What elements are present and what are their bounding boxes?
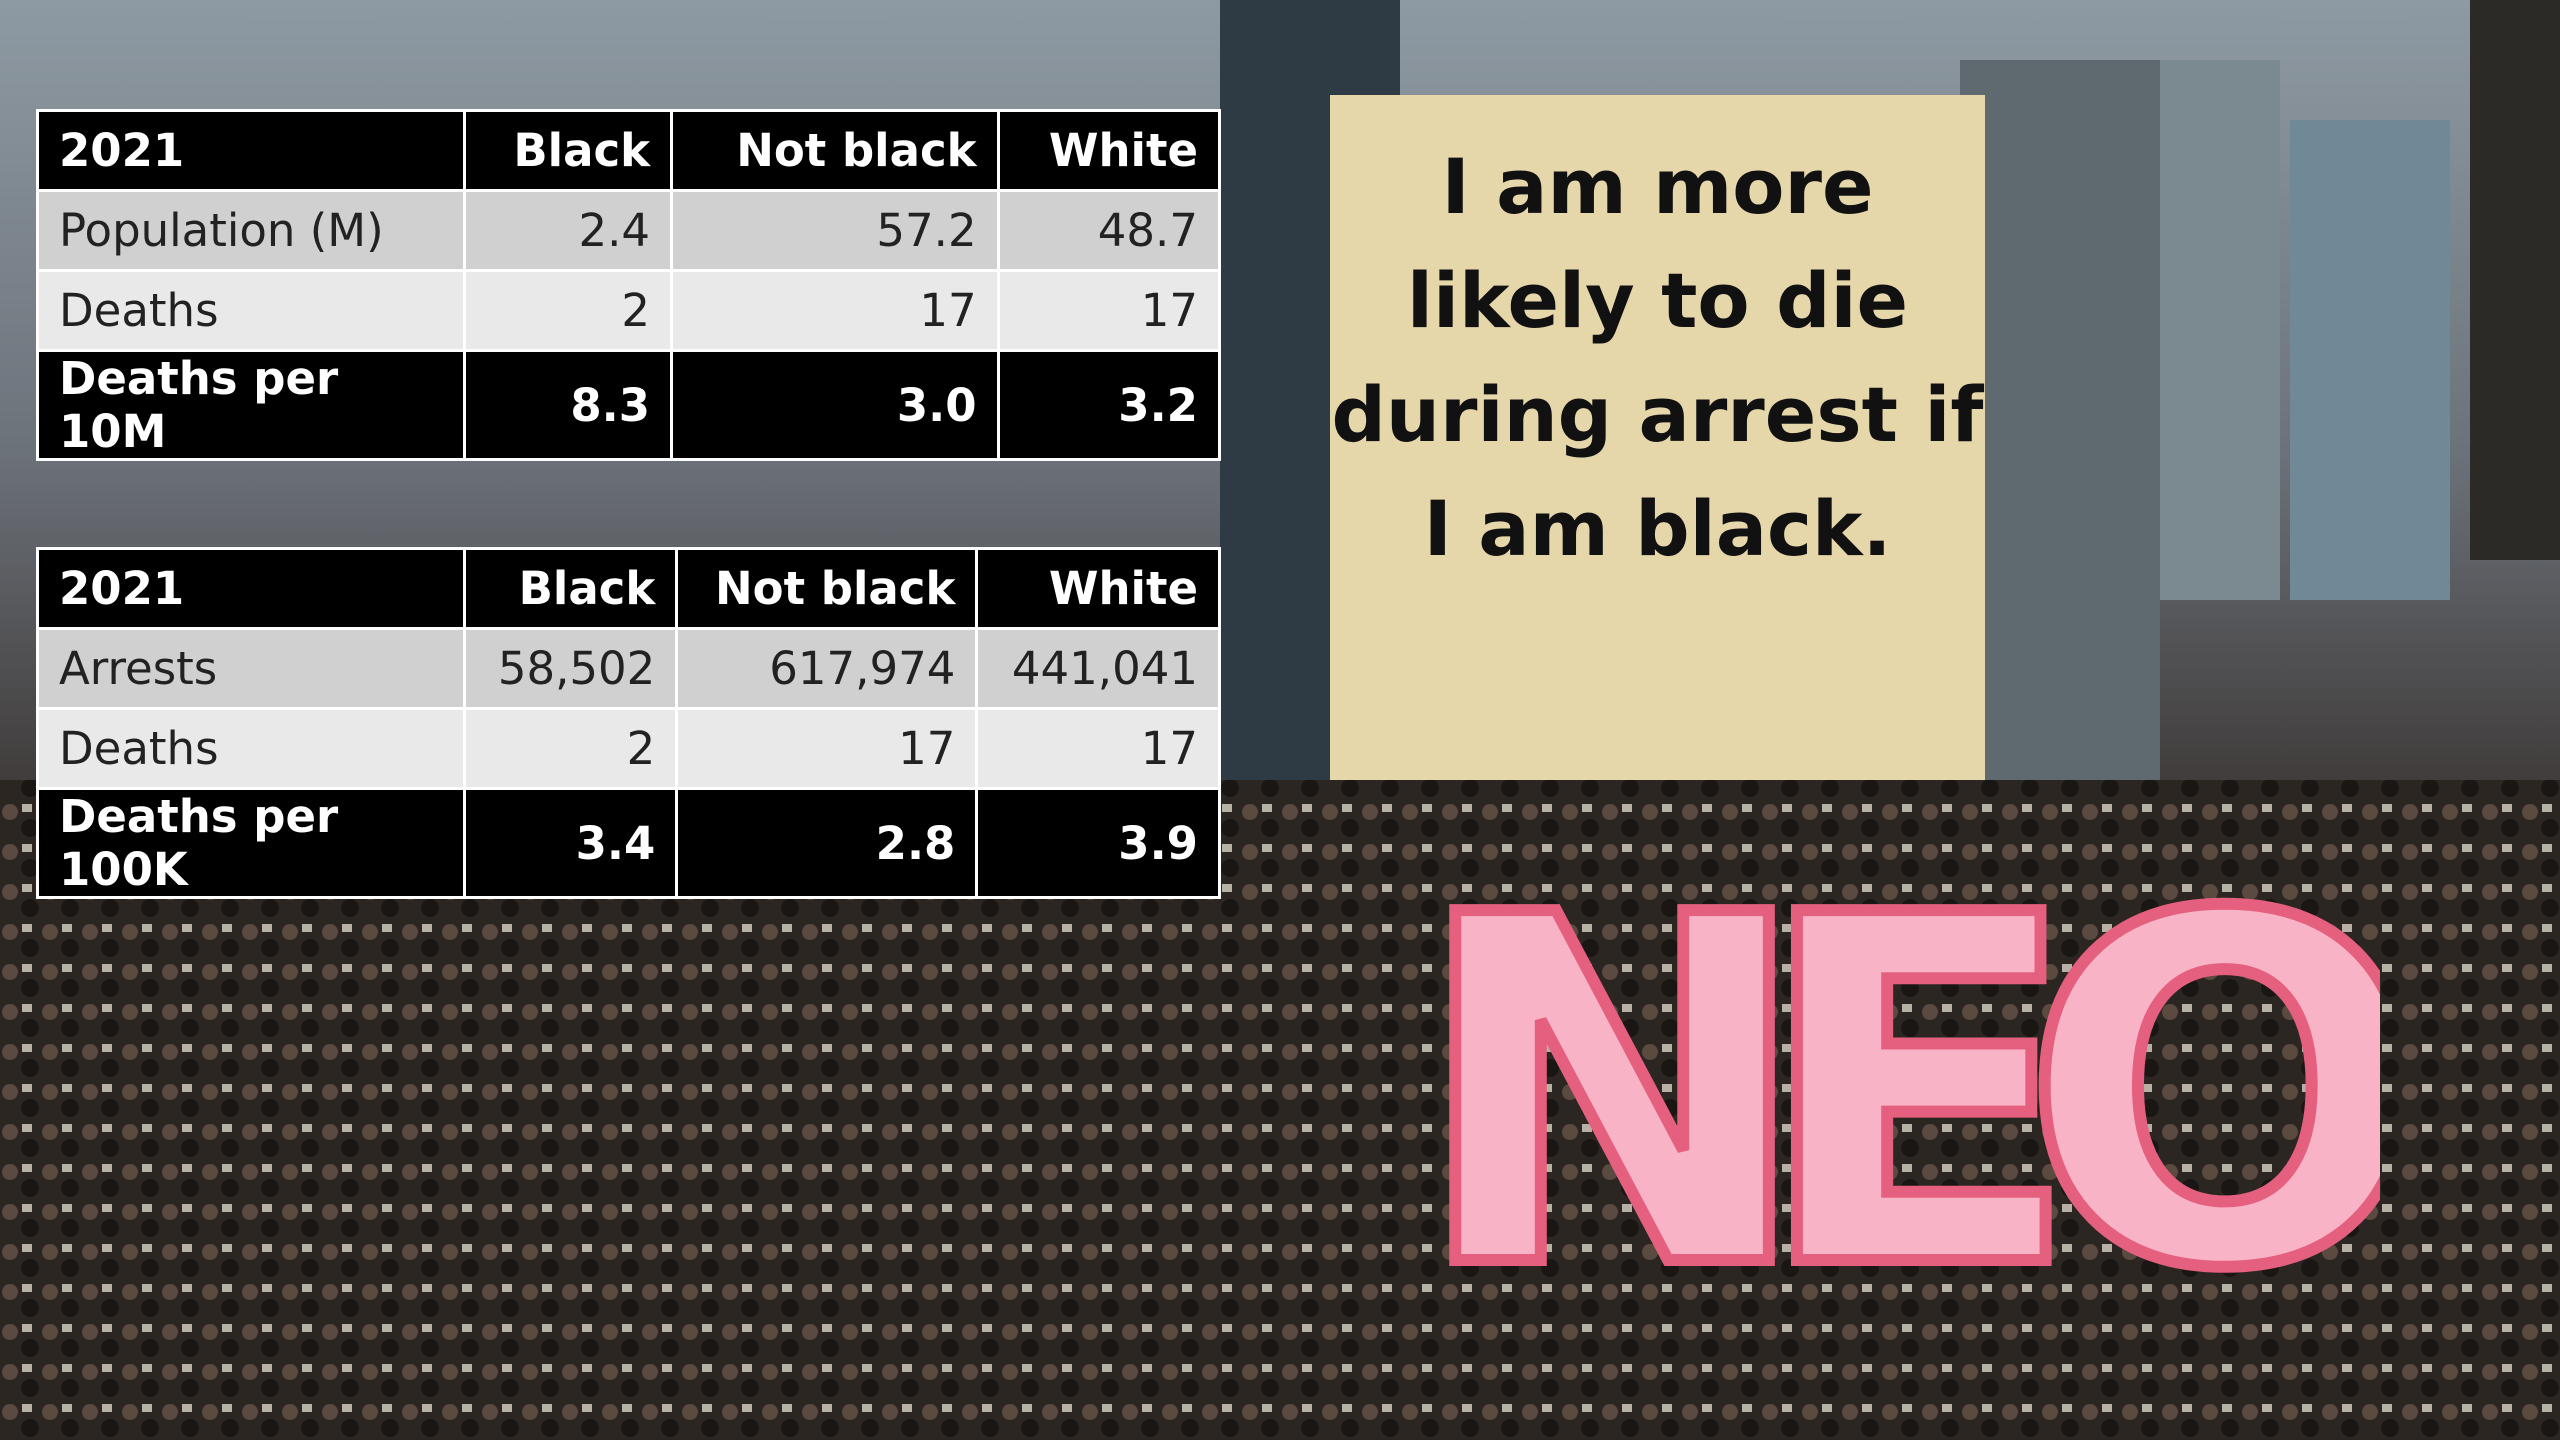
table-cell: 58,502 — [465, 629, 677, 709]
header-cell: 2021 — [38, 549, 465, 629]
table-cell: 2.8 — [677, 789, 977, 898]
statement-line: I am more — [1330, 130, 1985, 244]
header-cell: 2021 — [38, 111, 465, 191]
table-cell: Population (M) — [38, 191, 465, 271]
header-cell: White — [977, 549, 1220, 629]
table-cell: 441,041 — [977, 629, 1220, 709]
table-cell: 3.4 — [465, 789, 677, 898]
statement-line: likely to die — [1330, 244, 1985, 358]
table-cell: 617,974 — [677, 629, 977, 709]
statement-line: during arrest if — [1330, 358, 1985, 472]
logo: NEO — [1400, 840, 2380, 1300]
table-cell: 2 — [465, 271, 672, 351]
table-cell: 3.0 — [672, 351, 999, 460]
table-cell: 17 — [677, 709, 977, 789]
logo-text: NEO — [1411, 840, 2380, 1300]
table-cell: 17 — [672, 271, 999, 351]
table-cell: Deaths per 10M — [38, 351, 465, 460]
header-cell: Not black — [672, 111, 999, 191]
header-cell: Black — [465, 549, 677, 629]
table-cell: 48.7 — [998, 191, 1219, 271]
table-cell: Deaths — [38, 271, 465, 351]
header-cell: White — [998, 111, 1219, 191]
statement-line: I am black. — [1330, 472, 1985, 586]
header-cell: Not black — [677, 549, 977, 629]
table-cell: Deaths per 100K — [38, 789, 465, 898]
table-cell: 2.4 — [465, 191, 672, 271]
page: 2021BlackNot blackWhitePopulation (M)2.4… — [0, 0, 2560, 1440]
table-cell: Deaths — [38, 709, 465, 789]
table-cell: 2 — [465, 709, 677, 789]
table-cell: 8.3 — [465, 351, 672, 460]
header-cell: Black — [465, 111, 672, 191]
table-cell: 3.9 — [977, 789, 1220, 898]
table-cell: 17 — [998, 271, 1219, 351]
table-cell: Arrests — [38, 629, 465, 709]
table-cell: 57.2 — [672, 191, 999, 271]
table-cell: 3.2 — [998, 351, 1219, 460]
table-cell: 17 — [977, 709, 1220, 789]
